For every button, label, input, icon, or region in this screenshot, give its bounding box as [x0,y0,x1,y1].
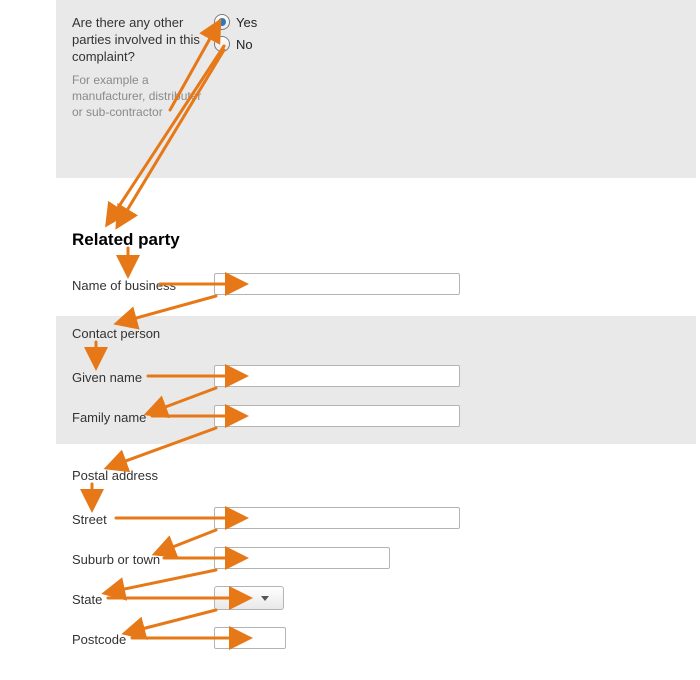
name-of-business-input[interactable] [214,273,460,295]
street-label: Street [72,512,107,527]
related-party-title: Related party [72,230,180,250]
other-parties-question: Are there any other parties involved in … [72,14,210,65]
street-input[interactable] [214,507,460,529]
radio-selected-icon [214,14,230,30]
given-name-label: Given name [72,370,142,385]
given-name-input[interactable] [214,365,460,387]
state-select[interactable] [214,586,284,610]
name-of-business-label: Name of business [72,278,176,293]
postcode-label: Postcode [72,632,126,647]
family-name-label: Family name [72,410,146,425]
state-label: State [72,592,102,607]
family-name-input[interactable] [214,405,460,427]
radio-unselected-icon [214,36,230,52]
radio-yes-label: Yes [236,15,257,30]
suburb-input[interactable] [214,547,390,569]
postal-address-label: Postal address [72,468,158,483]
postcode-input[interactable] [214,627,286,649]
other-parties-no-radio[interactable]: No [214,36,253,52]
suburb-label: Suburb or town [72,552,160,567]
radio-no-label: No [236,37,253,52]
chevron-down-icon [261,596,269,601]
other-parties-hint: For example a manufacturer, distributer … [72,72,202,120]
other-parties-yes-radio[interactable]: Yes [214,14,257,30]
contact-person-label: Contact person [72,326,160,341]
